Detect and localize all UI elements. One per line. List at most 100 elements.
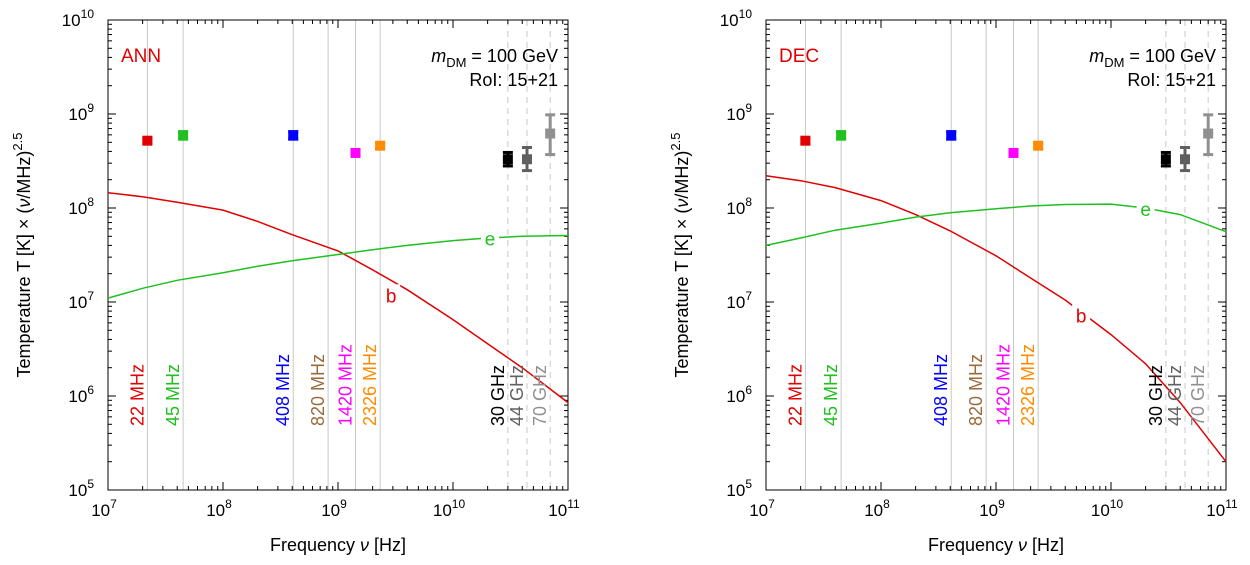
annotation-mass-symbol: m — [431, 46, 446, 66]
annotation-roi: RoI: 15+21 — [1127, 70, 1216, 90]
panel-label: DEC — [779, 46, 819, 67]
annotation-mass: mDM = 100 GeV — [431, 46, 558, 70]
series-label-e: e — [1140, 200, 1151, 221]
data-point-30-ghz — [502, 154, 513, 165]
y-tick-exponent: 8 — [87, 195, 94, 209]
frequency-label-22-mhz: 22 MHz — [127, 364, 147, 426]
data-point-408-mhz — [288, 130, 299, 141]
series-label-bg — [481, 227, 500, 250]
x-tick-exponent: 9 — [998, 497, 1005, 511]
y-tick-label: 109 — [68, 101, 94, 124]
series-label-bg — [1136, 198, 1155, 221]
x-tick-label: 109 — [979, 497, 1005, 520]
x-axis-label-symbol: ν — [1018, 535, 1027, 555]
y-tick-exponent: 6 — [87, 383, 94, 397]
data-point-408-mhz — [946, 130, 957, 141]
series-label-b: b — [1076, 307, 1087, 328]
y-axis-label-unit: /MHz) — [672, 151, 692, 199]
data-point-22-mhz — [800, 135, 811, 146]
frequency-label-1420-mhz: 1420 MHz — [336, 344, 356, 426]
data-point-1420-mhz — [1008, 147, 1019, 158]
series-label-b: b — [386, 286, 397, 307]
y-tick-exponent: 9 — [745, 101, 752, 115]
data-point-30-ghz — [1160, 154, 1171, 165]
x-tick-exponent: 7 — [110, 497, 117, 511]
y-tick-label: 105 — [68, 477, 94, 500]
frequency-label-30-ghz: 30 GHz — [1146, 365, 1166, 426]
x-axis-label: Frequency ν [Hz] — [270, 535, 406, 555]
y-tick-label: 108 — [726, 195, 752, 218]
y-axis-label: Temperature T [K] × (ν/MHz)2.5 — [10, 133, 34, 378]
x-tick-label: 1010 — [433, 497, 466, 520]
x-tick-label: 1011 — [548, 497, 580, 520]
frequency-label-30-ghz: 30 GHz — [488, 365, 508, 426]
annotation-mass-subscript: DM — [1104, 55, 1124, 70]
frequency-label-45-mhz: 45 MHz — [821, 364, 841, 426]
x-axis-label-unit: [Hz] — [1027, 535, 1064, 555]
x-axis-label: Frequency ν [Hz] — [928, 535, 1064, 555]
annotation-mass-subscript: DM — [446, 55, 466, 70]
frequency-label-820-mhz: 820 MHz — [308, 354, 328, 426]
y-tick-label: 1010 — [62, 7, 95, 30]
y-tick-label: 1010 — [720, 7, 753, 30]
frequency-label-45-mhz: 45 MHz — [163, 364, 183, 426]
annotation-mass-value: = 100 GeV — [1124, 46, 1216, 66]
data-point-70-ghz — [545, 128, 556, 139]
data-point-70-ghz — [1203, 128, 1214, 139]
y-tick-label: 109 — [726, 101, 752, 124]
frequency-label-44-ghz: 44 GHz — [1165, 365, 1185, 426]
y-axis-label-exponent: 2.5 — [10, 133, 25, 151]
x-tick-exponent: 11 — [567, 497, 580, 511]
y-axis-label-symbol: ν — [672, 199, 692, 208]
x-tick-label: 107 — [749, 497, 775, 520]
x-tick-label: 108 — [206, 497, 232, 520]
y-tick-exponent: 6 — [745, 383, 752, 397]
y-axis-label-text: Temperature T [K] × ( — [672, 208, 692, 378]
annotation-roi: RoI: 15+21 — [469, 70, 558, 90]
y-tick-label: 105 — [726, 477, 752, 500]
x-tick-exponent: 8 — [883, 497, 890, 511]
frequency-label-70-ghz: 70 GHz — [1188, 365, 1208, 426]
y-tick-exponent: 7 — [87, 289, 94, 303]
series-label-bg — [1072, 304, 1091, 327]
x-tick-exponent: 7 — [768, 497, 775, 511]
annotation-mass-value: = 100 GeV — [466, 46, 558, 66]
plot-frame — [107, 19, 569, 491]
data-point-2326-mhz — [1033, 140, 1044, 151]
frequency-label-820-mhz: 820 MHz — [966, 354, 986, 426]
y-axis-label-unit: /MHz) — [14, 151, 34, 199]
x-tick-label: 107 — [91, 497, 117, 520]
x-axis-label-unit: [Hz] — [369, 535, 406, 555]
y-tick-exponent: 10 — [81, 7, 95, 21]
data-point-44-ghz — [1179, 154, 1190, 165]
series-line-b — [765, 175, 1227, 463]
x-tick-exponent: 8 — [225, 497, 232, 511]
x-axis-label-text: Frequency — [928, 535, 1018, 555]
annotation-mass: mDM = 100 GeV — [1089, 46, 1216, 70]
y-tick-exponent: 9 — [87, 101, 94, 115]
x-tick-exponent: 11 — [1225, 497, 1238, 511]
panel-ann: 107 108 109 1010 10111051061071081091010be22… — [10, 7, 580, 555]
panel-dec: 107 108 109 1010 10111051061071081091010be22… — [668, 7, 1238, 555]
data-point-1420-mhz — [350, 147, 361, 158]
y-tick-label: 106 — [68, 383, 94, 406]
y-tick-label: 108 — [68, 195, 94, 218]
y-tick-exponent: 8 — [745, 195, 752, 209]
frequency-label-44-ghz: 44 GHz — [507, 365, 527, 426]
y-tick-exponent: 7 — [745, 289, 752, 303]
y-tick-label: 107 — [726, 289, 752, 312]
x-axis-label-text: Frequency — [270, 535, 360, 555]
y-tick-label: 107 — [68, 289, 94, 312]
frequency-label-408-mhz: 408 MHz — [931, 354, 951, 426]
data-point-2326-mhz — [375, 140, 386, 151]
y-axis-label: Temperature T [K] × (ν/MHz)2.5 — [668, 133, 692, 378]
x-axis-label-symbol: ν — [360, 535, 369, 555]
frequency-label-70-ghz: 70 GHz — [530, 365, 550, 426]
frequency-label-1420-mhz: 1420 MHz — [994, 344, 1014, 426]
data-point-45-mhz — [178, 130, 189, 141]
x-tick-exponent: 9 — [340, 497, 347, 511]
panel-label: ANN — [121, 46, 161, 67]
data-point-45-mhz — [836, 130, 847, 141]
data-point-22-mhz — [142, 135, 153, 146]
